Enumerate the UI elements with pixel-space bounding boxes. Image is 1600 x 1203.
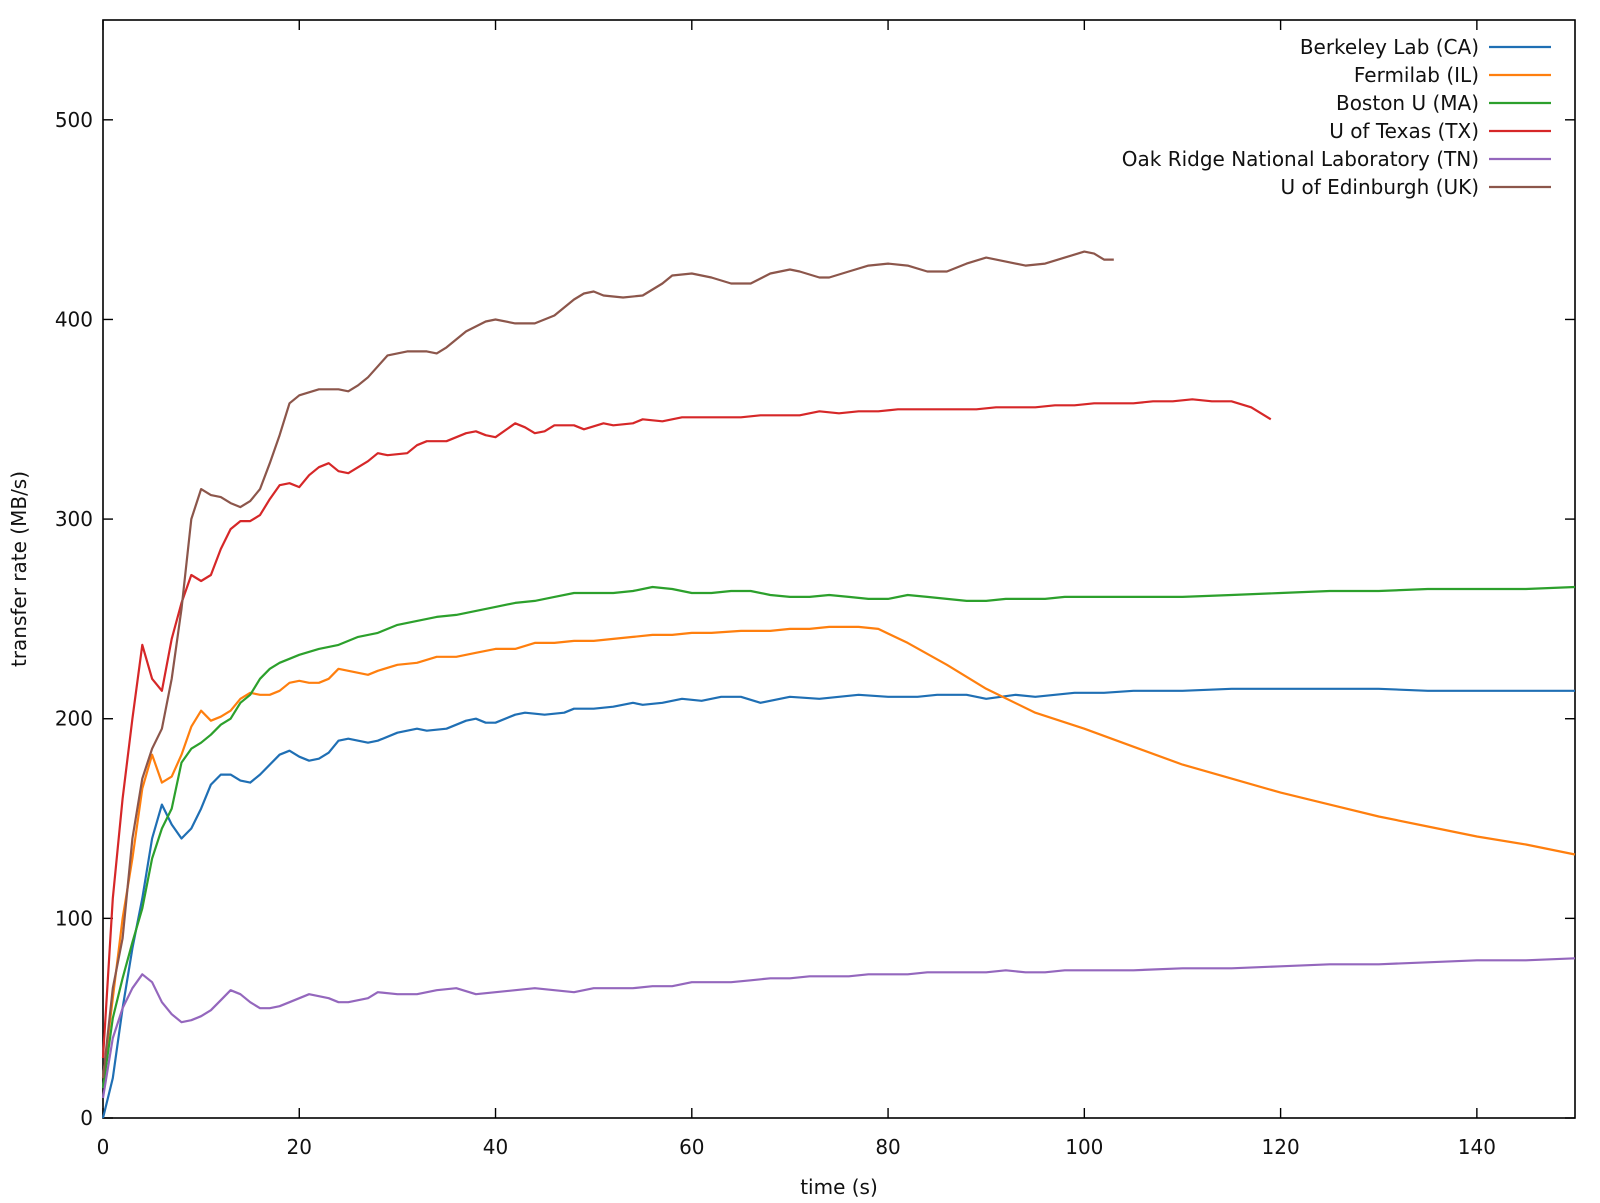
x-tick-label: 80 [875,1135,900,1159]
series-line-6 [101,250,1114,1079]
series-line-2 [101,625,1576,1079]
y-tick-label: 0 [80,1106,93,1130]
series-line-4 [101,398,1272,1059]
y-tick-label: 400 [55,307,93,331]
legend-label: Berkeley Lab (CA) [1300,35,1479,59]
plot-frame [102,19,1576,1119]
legend-label: U of Texas (TX) [1329,119,1479,143]
legend-label: Fermilab (IL) [1354,63,1479,87]
legend-label: Oak Ridge National Laboratory (TN) [1122,147,1479,171]
x-axis-title: time (s) [800,1175,878,1199]
x-tick-label: 60 [679,1135,704,1159]
y-tick-label: 500 [55,108,93,132]
series-line-5 [101,957,1576,1099]
legend-label: U of Edinburgh (UK) [1280,175,1479,199]
y-tick-label: 200 [55,707,93,731]
series-line-3 [101,585,1576,1089]
x-tick-label: 140 [1458,1135,1496,1159]
x-tick-label: 120 [1262,1135,1300,1159]
legend-label: Boston U (MA) [1336,91,1479,115]
series-line-1 [101,687,1575,1119]
legend: Berkeley Lab (CA) Fermilab (IL) Boston U (… [1122,35,1551,199]
x-axis: 0 20 40 60 80 100 120 140 [97,20,1496,1159]
x-tick-label: 0 [97,1135,110,1159]
y-tick-label: 300 [55,507,93,531]
series-layer [101,250,1576,1119]
y-axis: 0 100 200 300 400 500 [55,108,1575,1130]
x-tick-label: 40 [483,1135,508,1159]
x-tick-label: 100 [1065,1135,1103,1159]
x-tick-label: 20 [287,1135,312,1159]
y-tick-label: 100 [55,906,93,930]
y-axis-title: transfer rate (MB/s) [7,471,31,667]
